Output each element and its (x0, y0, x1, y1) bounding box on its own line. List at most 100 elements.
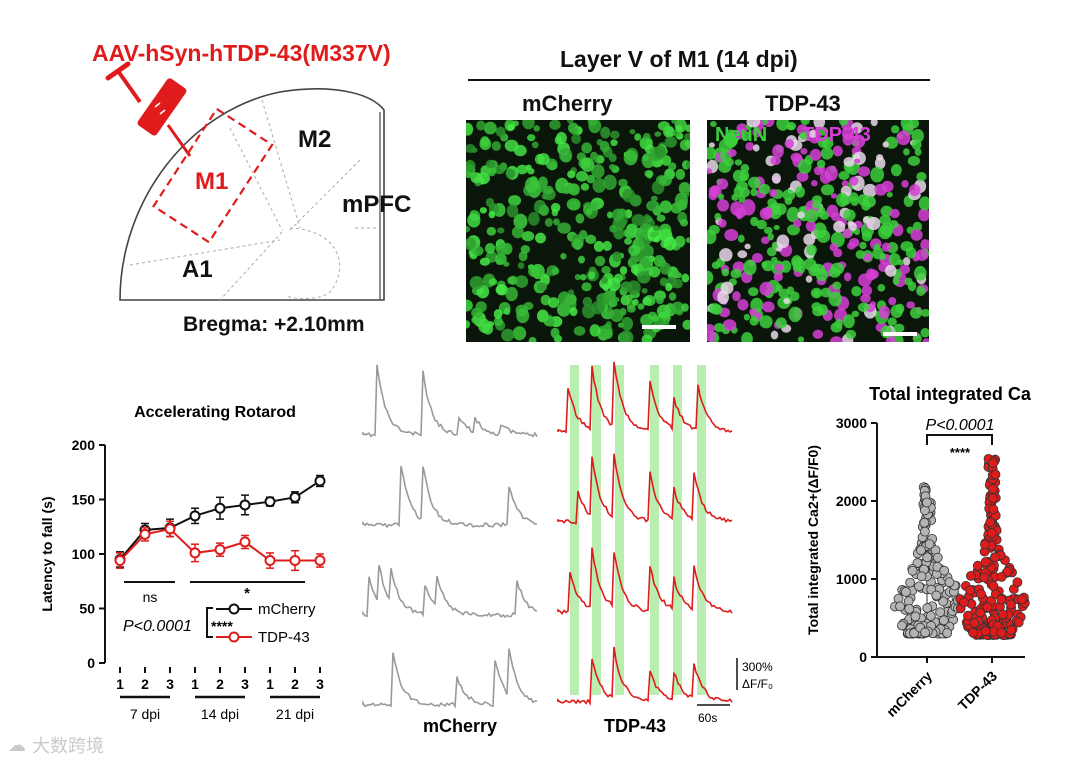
cell-body (745, 142, 755, 151)
cell-body (800, 148, 808, 155)
cell-body (758, 183, 771, 195)
cell-body (749, 316, 759, 326)
cell-body (527, 134, 536, 142)
cell-body (657, 121, 670, 131)
data-point (910, 611, 921, 622)
cell-body (664, 136, 677, 148)
cell-body (642, 222, 650, 229)
watermark-text: 大数跨境 (32, 736, 104, 756)
cell-body (803, 233, 816, 246)
cell-body (612, 251, 622, 262)
x-tick-label: 2 (291, 676, 299, 692)
cell-body (851, 122, 863, 134)
cell-body (610, 308, 624, 323)
cell-body (580, 157, 595, 172)
cell-body (505, 286, 518, 302)
cell-body (816, 159, 826, 169)
legend-bracket (206, 607, 213, 638)
cell-body (824, 165, 838, 182)
cell-body (559, 147, 573, 163)
cell-body (830, 193, 838, 199)
cell-body (483, 121, 497, 135)
data-point (164, 523, 176, 535)
cell-body (741, 332, 753, 342)
data-point (189, 547, 201, 559)
data-point (1002, 566, 1013, 577)
cell-body (828, 291, 843, 307)
data-point (904, 603, 915, 614)
microscopy-header: Layer V of M1 (14 dpi) (560, 46, 798, 72)
cell-body (855, 249, 865, 260)
cell-body (590, 201, 599, 211)
cell-body (910, 307, 923, 319)
cell-body (654, 145, 667, 159)
y-tick-label: 100 (72, 546, 96, 562)
cell-body (811, 302, 822, 311)
cell-body (920, 239, 929, 251)
cell-body (512, 120, 519, 127)
cell-body (882, 141, 889, 148)
cell-body (682, 319, 690, 330)
region-m1-label: M1 (195, 168, 229, 195)
cell-body (603, 174, 617, 191)
cell-body (842, 228, 853, 239)
data-point (900, 587, 911, 597)
cell-body (733, 185, 744, 198)
data-point (905, 577, 916, 588)
cell-body (914, 265, 927, 281)
cell-body (606, 211, 614, 219)
cell-body (845, 329, 857, 339)
cell-body (875, 154, 884, 161)
cell-body (466, 225, 471, 233)
cell-body (769, 188, 778, 198)
cell-body (759, 281, 774, 296)
cell-body (653, 225, 660, 232)
cell-body (610, 139, 618, 147)
cell-body (623, 228, 635, 238)
data-point (897, 620, 907, 631)
cell-body (842, 314, 855, 329)
cell-body (804, 208, 819, 223)
cell-body (612, 208, 624, 222)
watermark-logo-icon: ☁ (8, 734, 26, 755)
cell-body (922, 338, 929, 342)
cell-body (515, 275, 529, 288)
cell-body (774, 263, 784, 272)
cell-body (643, 214, 651, 221)
cell-body (480, 136, 490, 147)
cell-body (575, 213, 585, 224)
cell-body (770, 156, 781, 166)
mcherry-trace (362, 466, 538, 529)
cell-body (471, 307, 483, 319)
cell-body (642, 296, 652, 306)
cell-body (798, 159, 812, 174)
cell-body (826, 204, 839, 218)
cell-body (717, 199, 730, 212)
cell-body (793, 219, 802, 228)
cell-body (878, 305, 891, 319)
data-point (996, 594, 1007, 605)
data-point (1017, 594, 1027, 605)
data-point (314, 555, 326, 567)
cell-body (610, 130, 620, 140)
cell-body (866, 216, 881, 231)
x-tick-label: TDP-43 (955, 668, 1001, 714)
cell-body (805, 220, 817, 232)
data-point (935, 607, 946, 618)
cell-body (549, 120, 561, 130)
stimulus-band (592, 365, 601, 695)
sig-bracket (926, 434, 993, 445)
data-point (980, 557, 991, 567)
cell-body (721, 268, 730, 277)
cell-body (656, 214, 666, 222)
group-label: 14 dpi (201, 706, 239, 722)
y-tick-label: 50 (79, 601, 95, 617)
cell-body (537, 282, 548, 292)
cell-body (708, 142, 715, 148)
cell-body (838, 120, 849, 126)
cell-body (467, 213, 481, 228)
cell-body (817, 137, 829, 148)
cell-body (585, 234, 597, 245)
cell-body (916, 171, 927, 182)
cell-body (557, 291, 571, 307)
